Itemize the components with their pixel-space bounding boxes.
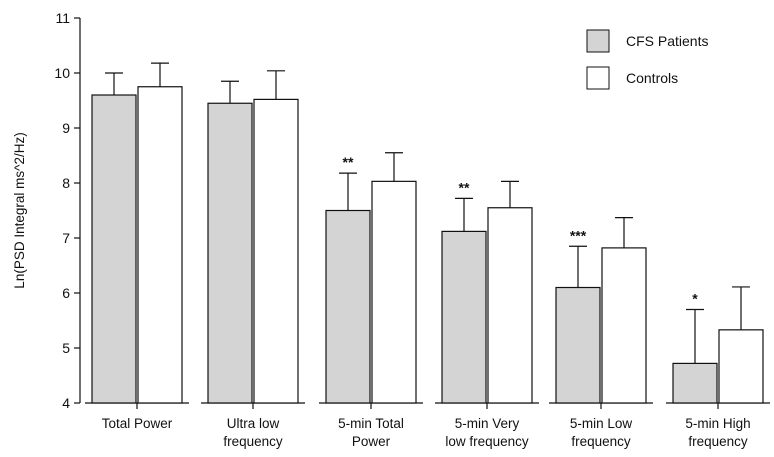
legend-swatch-cfs-patients	[586, 29, 610, 53]
x-category-label: 5-min Low	[570, 416, 633, 431]
legend-label-controls: Controls	[626, 70, 678, 86]
significance-marker: **	[343, 154, 354, 170]
y-ticks: 4 5 6 7 8 9 10 11	[54, 10, 80, 411]
x-category-label: 5-min Total	[338, 416, 404, 431]
significance-marker: ***	[570, 227, 587, 243]
y-axis: 4 5 6 7 8 9 10 11 Ln(PSD Integral ms^2/Hz)	[12, 10, 81, 411]
legend: CFS Patients Controls	[586, 29, 708, 90]
x-category-label: frequency	[688, 434, 748, 449]
x-category-label: Ultra low	[227, 416, 280, 431]
bar-controls	[487, 207, 533, 404]
y-tick-label: 7	[62, 230, 70, 246]
bar-controls	[718, 329, 764, 404]
y-tick-label: 4	[62, 395, 70, 411]
bar-cfs-patients	[91, 94, 137, 404]
significance-marker: **	[459, 179, 470, 195]
bar-controls	[371, 180, 417, 404]
bar-cfs-patients	[441, 230, 487, 404]
x-axis-lines	[85, 402, 770, 409]
y-tick-label: 9	[62, 120, 70, 136]
bar-cfs-patients	[555, 286, 601, 404]
bar-controls	[601, 247, 647, 404]
x-category-label: frequency	[571, 434, 631, 449]
x-axis-labels: Total Power Ultra low frequency 5-min Total…	[102, 416, 751, 449]
x-category-label: Total Power	[102, 416, 173, 431]
legend-swatch-controls	[586, 66, 610, 90]
x-category-label: 5-min Very	[455, 416, 520, 431]
bar-controls	[253, 98, 299, 404]
significance-marker: *	[692, 291, 698, 307]
x-category-label: 5-min High	[685, 416, 750, 431]
bar-controls	[137, 86, 183, 404]
bar-cfs-patients	[325, 209, 371, 404]
bars: ********	[91, 62, 764, 404]
x-category-label: frequency	[223, 434, 283, 449]
y-tick-label: 8	[62, 175, 70, 191]
x-axis: Total Power Ultra low frequency 5-min Total…	[85, 402, 770, 449]
x-category-label: Power	[352, 434, 391, 449]
y-tick-label: 6	[62, 285, 70, 301]
y-axis-label: Ln(PSD Integral ms^2/Hz)	[12, 132, 27, 288]
bar-cfs-patients	[207, 102, 253, 404]
y-tick-label: 10	[54, 65, 70, 81]
y-tick-label: 5	[62, 340, 70, 356]
x-category-label: low frequency	[445, 434, 529, 449]
legend-label-cfs-patients: CFS Patients	[626, 33, 708, 49]
bar-cfs-patients	[672, 362, 718, 404]
y-tick-label: 11	[55, 10, 70, 26]
